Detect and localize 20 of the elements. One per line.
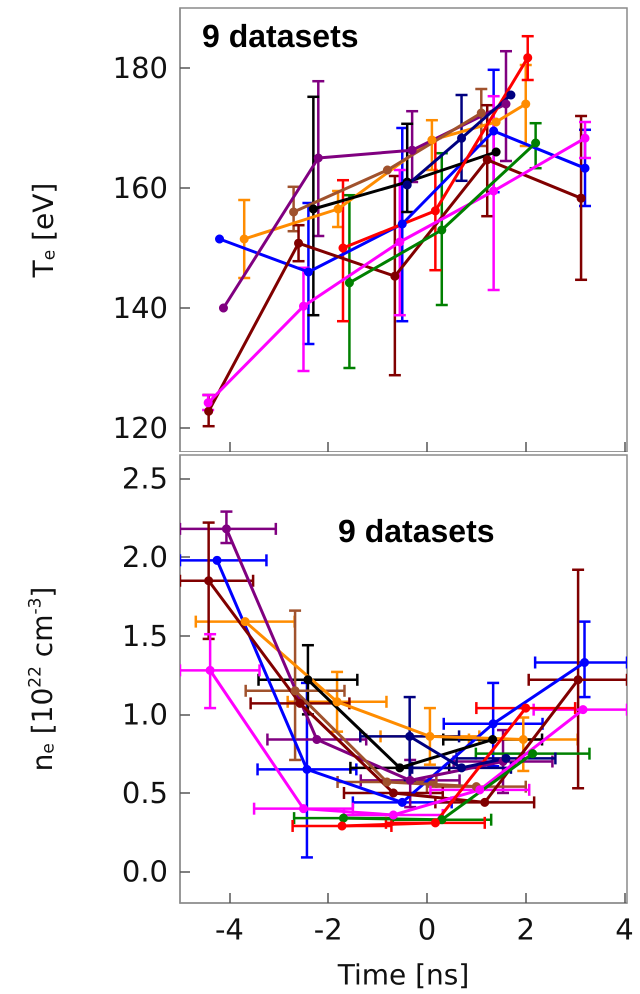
y-tick-label: 0.5 bbox=[122, 776, 168, 810]
annotation: 9 datasets bbox=[202, 18, 359, 54]
y-tick-label: 1.0 bbox=[122, 697, 168, 732]
annotation: 9 datasets bbox=[338, 513, 495, 549]
x-tick-label: 4 bbox=[615, 912, 634, 946]
y-tick-label: 140 bbox=[112, 291, 168, 325]
y-axis-title: ne [1022 cm-3] bbox=[26, 586, 59, 772]
x-tick-label: -2 bbox=[314, 912, 343, 946]
y-tick-label: 160 bbox=[112, 171, 168, 205]
x-tick-label: -4 bbox=[214, 912, 244, 946]
x-axis-title: Time [ns] bbox=[336, 958, 470, 992]
y-tick-label: 120 bbox=[112, 411, 168, 445]
y-tick-label: 2.0 bbox=[122, 540, 168, 574]
y-tick-label: 2.5 bbox=[122, 462, 168, 496]
x-tick-label: 0 bbox=[418, 912, 436, 946]
y-axis-title: Te [eV] bbox=[27, 182, 60, 278]
y-tick-label: 1.5 bbox=[122, 618, 168, 653]
y-tick-label: 180 bbox=[112, 51, 168, 85]
y-tick-label: 0.0 bbox=[122, 854, 168, 889]
x-tick-label: 2 bbox=[516, 912, 535, 946]
